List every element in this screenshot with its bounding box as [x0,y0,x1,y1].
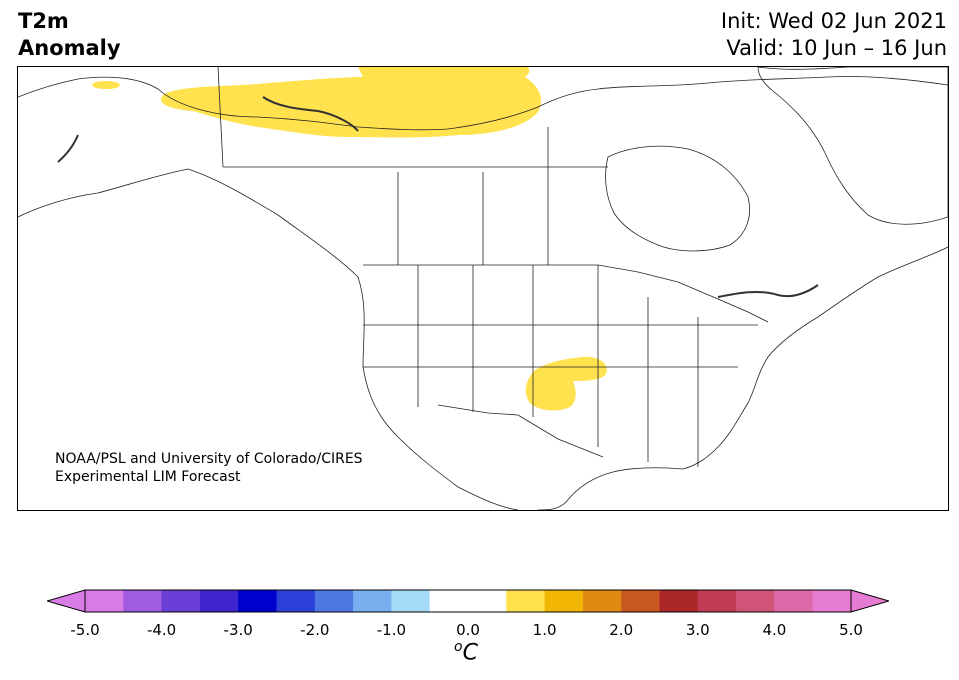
map-panel [17,66,949,511]
coastline-atlantic [682,246,948,470]
colorbar-segment [314,590,354,612]
colorbar-segment [429,590,469,612]
valid-range: Valid: 10 Jun – 16 Jun [726,36,947,60]
credit-line-2: Experimental LIM Forecast [55,469,241,485]
unit-letter: C [462,640,478,666]
coastline-gulf [537,467,684,510]
rivers-and-lakes [57,96,819,298]
warm-anomaly-regions [92,67,607,411]
credit-line-1: NOAA/PSL and University of Colorado/CIRE… [55,451,363,467]
map-outlines [18,67,948,510]
colorbar-extend-low [47,589,86,613]
colorbar-tick-labels: -5.0 -4.0 -3.0 -2.0 -1.0 0.0 1.0 2.0 3.0 4.0 5.0 [0,621,959,641]
colorbar-tick: 3.0 [685,621,710,639]
coastline-pacific [18,168,519,510]
great-lakes [717,284,819,298]
colorbar-segment [199,590,239,612]
anomaly-region-arctic [161,70,542,138]
colorbar-tick: -1.0 [376,621,407,639]
colorbar-segment [697,590,737,612]
colorbar-segment [621,590,660,612]
colorbar-segment [659,590,699,612]
greenland-outline [757,67,948,225]
us-canada-border [363,264,769,323]
colorbar-tick: 1.0 [532,621,557,639]
colorbar [47,589,889,613]
yukon-river [57,134,79,163]
map-svg [18,67,948,510]
coastline-north-america [18,76,948,131]
colorbar-segment [506,590,546,612]
colorbar-frame [84,589,852,613]
colorbar-segment [391,590,431,612]
colorbar-tick: -2.0 [300,621,330,639]
colorbar-segment [276,590,316,612]
us-mexico-border [437,404,604,458]
colorbar-tick: 0.0 [456,621,480,639]
colorbar-segment [812,590,852,612]
colorbar-tick: -3.0 [223,621,253,639]
colorbar-tick: 2.0 [609,621,634,639]
anomaly-region-southern-plains [525,356,607,411]
colorbar-tick: 5.0 [839,621,863,639]
colorbar-tick: 4.0 [762,621,787,639]
alaska-canada-border [217,67,224,168]
colorbar-segment [85,590,124,612]
colorbar-segment [161,590,201,612]
anomaly-region-north-strip [358,67,530,81]
colorbar-segment [774,590,814,612]
unit-superscript: o [454,639,463,655]
colorbar-segment [582,590,622,612]
colorbar-segment [736,590,775,612]
colorbar-segment [123,590,163,612]
forecast-dates: Init: Wed 02 Jun 2021 Valid: 10 Jun – 16… [721,8,947,62]
init-date: Init: Wed 02 Jun 2021 [720,9,947,33]
colorbar-unit: oC [454,639,478,665]
anomaly-region-alaska [92,81,120,89]
title-line-2: Anomaly [18,36,121,60]
chart-title: T2m Anomaly [18,8,121,62]
colorbar-segment [468,590,507,612]
hudson-bay-outline [605,145,750,252]
colorbar-extend-high [850,589,889,613]
colorbar-tick: -4.0 [146,621,177,639]
colorbar-segment [353,590,392,612]
mackenzie-river [262,96,359,132]
colorbar-segment [238,590,277,612]
credit-text: NOAA/PSL and University of Colorado/CIRE… [55,450,363,486]
colorbar-tick: -5.0 [70,621,100,639]
colorbar-segment [544,590,584,612]
title-line-1: T2m [18,9,69,33]
